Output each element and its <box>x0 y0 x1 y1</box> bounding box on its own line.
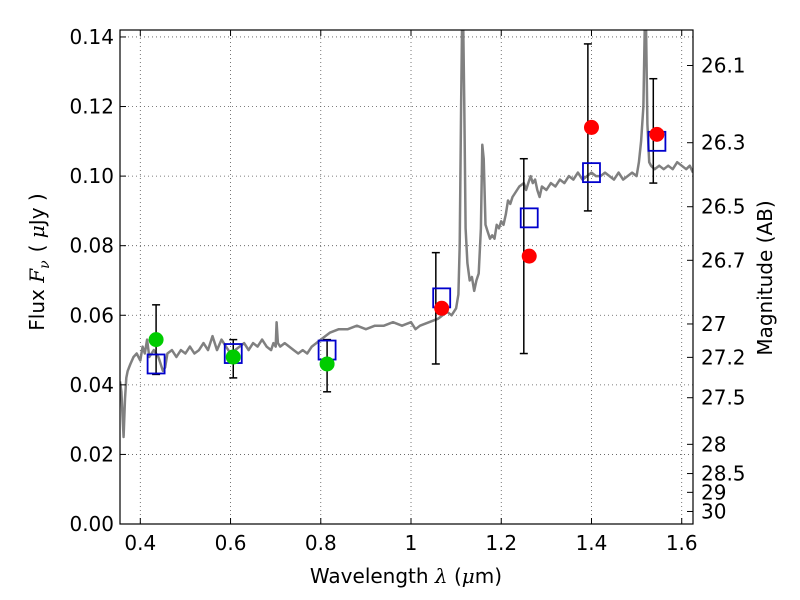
y2-tick-label: 27.2 <box>701 345 746 369</box>
model-square-marker <box>519 207 539 229</box>
errorbar-series <box>152 43 658 393</box>
y-tick-label: 0.04 <box>69 373 114 397</box>
y2-tick-label: 26.1 <box>701 53 746 77</box>
x-tick-label: 1.6 <box>666 531 698 555</box>
model-square-marker <box>582 162 601 184</box>
y-tick-label: 0.10 <box>69 164 114 188</box>
y-tick-label: 0.12 <box>69 95 114 119</box>
y-axis-ticks: 0.00 0.02 0.04 0.06 0.08 0.10 0.12 0.14 <box>69 25 126 536</box>
y2-tick-label: 28 <box>701 432 726 456</box>
x-tick-label: 0.4 <box>124 531 156 555</box>
y-axis-title: Flux Fν( μJy ) <box>25 193 53 330</box>
spectrum-series <box>120 30 693 439</box>
y2-tick-label: 26.7 <box>701 248 746 272</box>
x-tick-label: 1.2 <box>485 531 517 555</box>
y2-tick-label: 26.3 <box>701 131 746 155</box>
y2-tick-label: 26.5 <box>701 195 746 219</box>
y-tick-label: 0.02 <box>69 442 114 466</box>
observed-dot-series <box>148 119 665 372</box>
observed-green-point <box>319 356 335 372</box>
observed-red-point <box>521 248 537 264</box>
x-tick-label: 0.8 <box>305 531 337 555</box>
x-tick-label: 1.4 <box>576 531 608 555</box>
y2-tick-label: 27 <box>701 312 726 336</box>
y2-tick-label: 28.5 <box>701 462 746 486</box>
observed-red-point <box>583 119 599 135</box>
y-tick-label: 0.08 <box>69 234 114 258</box>
x-axis-ticks: 0.4 0.6 0.8 1 1.2 1.4 1.6 <box>124 30 698 555</box>
y2-tick-label: 27.5 <box>701 386 746 410</box>
y2-axis-title: Magnitude (AB) <box>753 200 777 355</box>
x-tick-label: 1 <box>405 531 418 555</box>
observed-red-point <box>434 300 450 316</box>
observed-green-point <box>225 349 241 365</box>
observed-green-point <box>148 332 164 348</box>
spectrum-line <box>120 30 693 439</box>
grid <box>120 30 693 525</box>
y-tick-label: 0.00 <box>69 512 114 536</box>
y2-tick-label: 30 <box>701 499 726 523</box>
model-square-marker <box>146 353 166 375</box>
y-tick-label: 0.06 <box>69 303 114 327</box>
x-axis-title: Wavelength λ (μm) <box>310 564 502 588</box>
plot-frame <box>119 29 694 525</box>
y2-tick-label: 29 <box>701 480 726 504</box>
x-tick-label: 0.6 <box>215 531 247 555</box>
observed-red-point <box>649 126 665 142</box>
y-tick-label: 0.14 <box>69 25 114 49</box>
